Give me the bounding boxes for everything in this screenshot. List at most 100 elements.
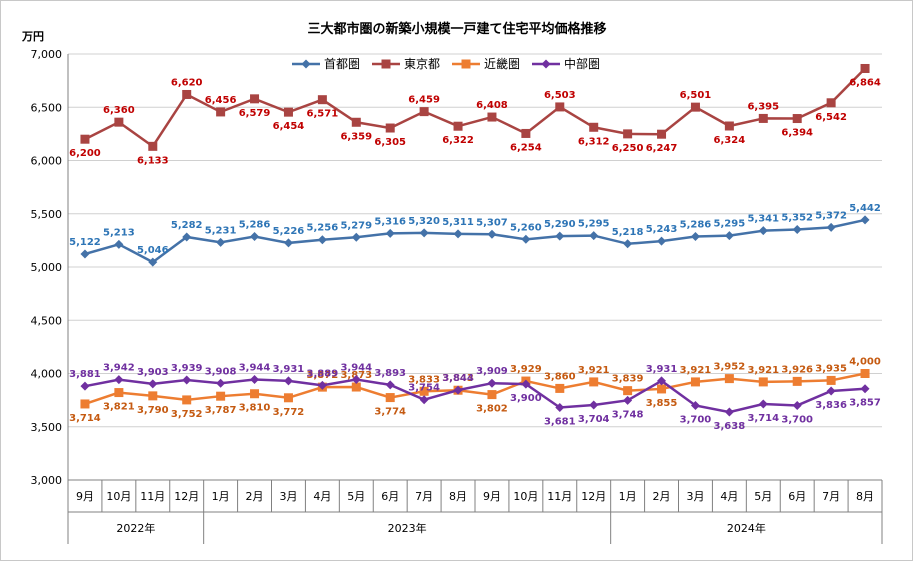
data-label: 3,889 [307,368,339,379]
data-point [182,89,192,99]
data-label: 3,810 [239,403,271,414]
data-label: 3,942 [103,363,135,374]
data-point [148,379,158,389]
data-label: 6,620 [171,77,203,88]
legend-swatch-marker [541,59,551,69]
data-label: 6,359 [340,131,372,142]
data-label: 3,939 [171,363,203,374]
data-label: 6,503 [544,90,576,101]
data-point [385,228,395,238]
data-point [724,231,734,241]
data-point [216,378,226,388]
data-point [419,228,429,238]
data-point [860,63,870,73]
y-axis-ticks: 3,000 3,500 4,000 4,500 5,000 5,500 6,000 6,500… [31,48,69,544]
data-label: 3,774 [374,407,406,418]
data-label: 3,926 [781,364,813,375]
data-point [623,239,633,249]
data-point [724,374,734,384]
data-label: 3,843 [442,373,474,384]
data-label: 6,864 [849,77,881,88]
x-tick-label: 4月 [313,490,331,503]
data-label: 5,295 [578,219,610,230]
data-point [792,400,802,410]
data-point [487,112,497,122]
data-point [250,94,260,104]
data-point [792,114,802,124]
data-point [317,95,327,105]
data-label: 6,542 [815,112,847,123]
data-label: 4,000 [849,357,881,368]
data-point [724,407,734,417]
data-point [792,376,802,386]
series-line [84,372,866,406]
data-point [555,383,565,393]
data-point [589,231,599,241]
x-tick-label: 5月 [347,490,365,503]
data-label: 5,279 [340,220,372,231]
data-point [758,377,768,387]
chart-title: 三大都市圏の新築小規模一戸建て住宅平均価格推移 [307,21,606,37]
legend-item: 東京都 [372,57,440,71]
data-label: 3,748 [612,409,644,420]
data-label: 3,944 [340,362,372,373]
data-label: 3,929 [510,364,542,375]
legend-item: 近畿圏 [452,57,520,71]
data-point [521,128,531,138]
data-label: 5,316 [374,216,406,227]
x-tick-label: 6月 [788,490,806,503]
x-tick-label: 2月 [246,490,264,503]
data-point [521,234,531,244]
data-label: 3,952 [714,362,746,373]
data-label: 5,282 [171,220,203,231]
data-point [826,222,836,232]
year-group-label: 2022年 [116,521,155,535]
data-point [453,385,463,395]
data-point [555,231,565,241]
gridlines [68,53,882,481]
x-tick-label: 7月 [822,490,840,503]
data-label: 3,881 [69,369,101,380]
x-tick-label: 10月 [513,490,538,503]
data-point [826,375,836,385]
data-label: 6,501 [680,90,712,101]
x-tick-label: 11月 [547,490,572,503]
data-label: 6,360 [103,105,135,116]
data-label: 5,218 [612,227,644,238]
data-label: 3,681 [544,416,576,427]
data-point [724,121,734,131]
x-tick-label: 10月 [106,490,131,503]
data-point [860,369,870,378]
data-point [250,232,260,242]
x-tick-label: 12月 [581,490,606,503]
data-point [758,226,768,236]
data-label: 3,802 [476,404,508,415]
data-point [623,386,633,396]
y-tick-label: 7,000 [31,48,63,61]
data-point [419,107,429,117]
data-point [555,102,565,112]
x-tick-label: 4月 [720,490,738,503]
y-tick-label: 3,500 [31,421,63,434]
data-point [182,232,192,242]
data-point [860,384,870,394]
data-point [80,399,90,409]
data-label: 3,790 [137,405,169,416]
data-label: 3,839 [612,374,644,385]
data-label: 6,322 [442,135,474,146]
data-point [657,384,667,394]
data-label: 5,311 [442,217,474,228]
data-point [792,225,802,235]
data-point [80,381,90,391]
data-label: 3,909 [476,366,508,377]
data-label: 6,254 [510,142,542,153]
x-tick-label: 12月 [174,490,199,503]
data-label: 3,700 [680,414,712,425]
data-point [250,374,260,384]
data-label: 3,772 [273,407,305,418]
legend-label: 近畿圏 [484,57,520,71]
data-point [114,388,124,398]
data-point [317,380,327,390]
